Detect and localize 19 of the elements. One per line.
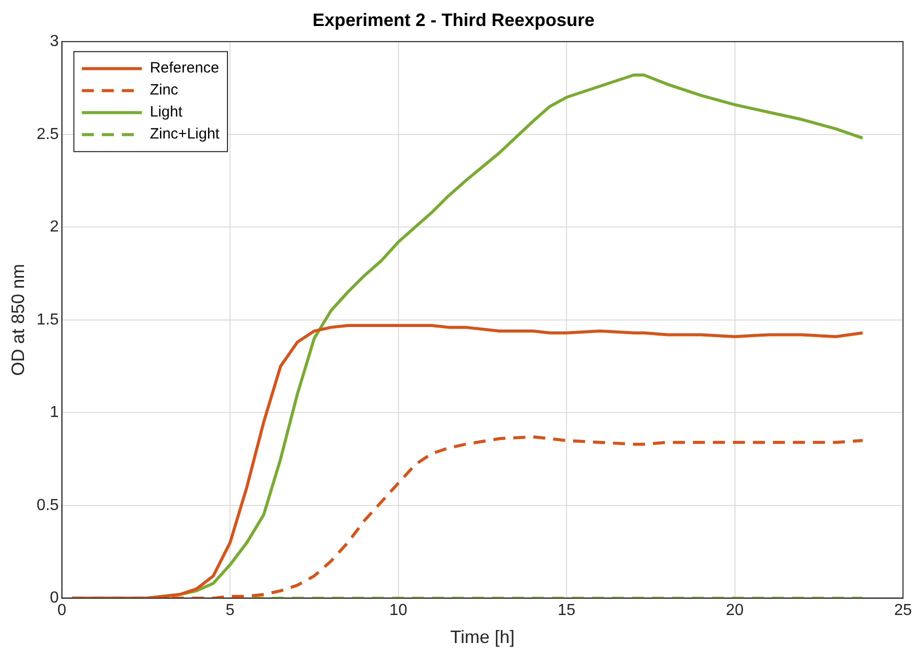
y-tick-label: 3	[50, 33, 59, 50]
x-tick-label: 5	[226, 602, 235, 620]
y-tick-label: 0.5	[36, 496, 59, 514]
x-tick-label: 10	[389, 602, 408, 620]
legend-label: Zinc+Light	[150, 126, 220, 143]
x-axis-title: Time [h]	[450, 627, 515, 648]
y-tick-label: 2.5	[36, 126, 59, 143]
x-tick-label: 20	[726, 602, 744, 620]
y-tick-label: 0	[50, 590, 59, 607]
x-tick-label: 25	[894, 602, 912, 620]
y-tick-label: 1.5	[36, 311, 59, 328]
legend-label: Light	[150, 104, 184, 121]
y-tick-label: 1	[50, 404, 59, 422]
legend-label: Reference	[150, 60, 220, 77]
y-axis-title: OD at 850 nm	[8, 264, 28, 376]
legend-label: Zinc	[150, 82, 179, 99]
x-tick-label: 15	[558, 602, 576, 620]
chart-title: Experiment 2 - Third Reexposure	[312, 10, 595, 30]
y-tick-label: 2	[50, 218, 59, 236]
